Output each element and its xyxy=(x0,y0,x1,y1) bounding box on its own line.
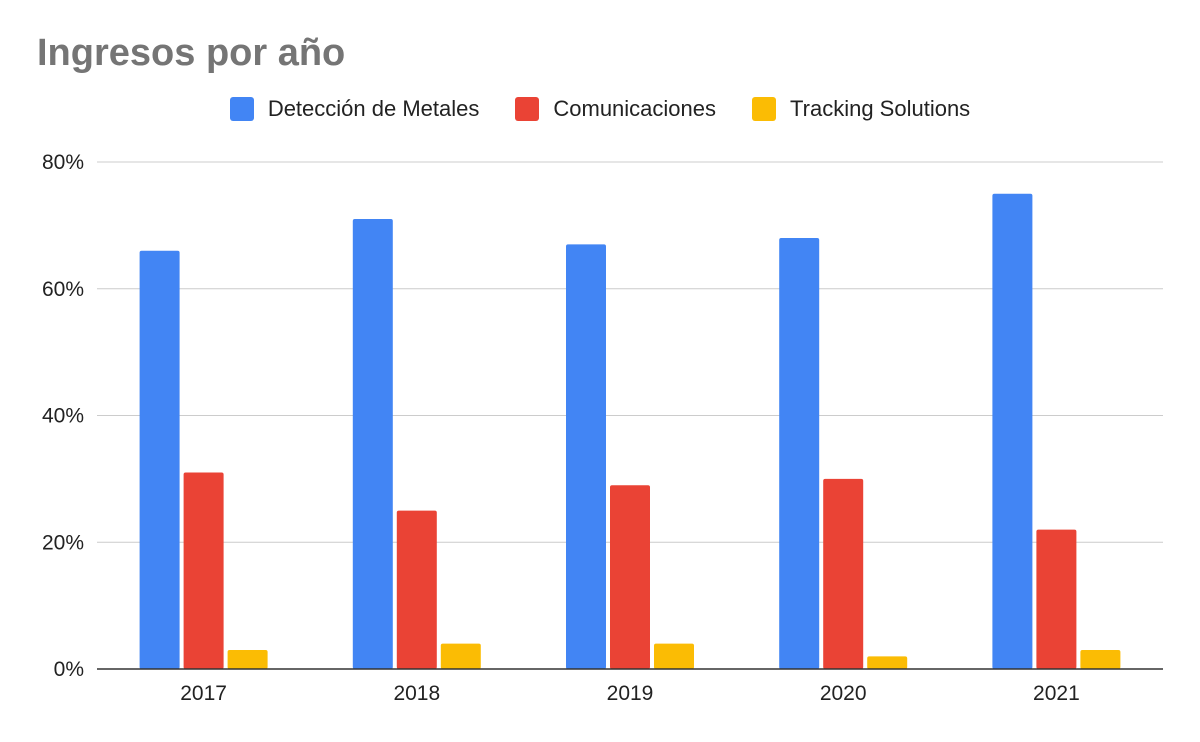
legend-swatch-tracking-solutions xyxy=(752,97,777,121)
legend-swatch-comunicaciones xyxy=(515,97,540,121)
legend-label-deteccion-de-metales: Detección de Metales xyxy=(267,96,480,121)
legend-swatch-deteccion-de-metales xyxy=(229,97,254,121)
bar-tracking-solutions-2021 xyxy=(1080,649,1121,669)
x-tick-label-2018: 2018 xyxy=(393,682,440,705)
legend-item-deteccion-de-metales: Detección de Metales xyxy=(229,96,480,122)
legend-item-tracking-solutions: Tracking Solutions xyxy=(752,96,970,122)
bar-tracking-solutions-2018 xyxy=(440,643,481,669)
y-tick-label-40: 40% xyxy=(42,405,84,428)
bar-detecci-n-de-metales-2021 xyxy=(992,193,1033,669)
bar-tracking-solutions-2017 xyxy=(227,649,268,669)
bar-detecci-n-de-metales-2018 xyxy=(352,219,393,669)
bar-comunicaciones-2019 xyxy=(610,485,650,669)
x-tick-label-2017: 2017 xyxy=(180,682,227,705)
bar-detecci-n-de-metales-2019 xyxy=(566,244,606,669)
bar-tracking-solutions-2020 xyxy=(867,656,908,669)
bar-comunicaciones-2021 xyxy=(1036,529,1077,669)
chart-title: Ingresos por año xyxy=(37,32,346,74)
bar-comunicaciones-2020 xyxy=(823,478,864,669)
bar-comunicaciones-2018 xyxy=(396,510,437,669)
bar-detecci-n-de-metales-2020 xyxy=(779,238,820,670)
legend-label-comunicaciones: Comunicaciones xyxy=(553,96,717,121)
bar-tracking-solutions-2019 xyxy=(654,643,694,669)
bar-detecci-n-de-metales-2017 xyxy=(139,250,180,669)
y-tick-label-0: 0% xyxy=(54,658,84,681)
y-tick-label-80: 80% xyxy=(42,151,84,174)
x-tick-label-2021: 2021 xyxy=(1033,682,1080,705)
legend-label-tracking-solutions: Tracking Solutions xyxy=(790,96,971,121)
y-tick-label-20: 20% xyxy=(42,531,84,554)
bar-comunicaciones-2017 xyxy=(183,472,224,669)
x-tick-label-2020: 2020 xyxy=(820,682,867,705)
x-tick-label-2019: 2019 xyxy=(607,682,654,705)
y-tick-label-60: 60% xyxy=(42,278,84,301)
legend: Detección de Metales Comunicaciones Trac… xyxy=(0,96,1200,122)
legend-item-comunicaciones: Comunicaciones xyxy=(515,96,716,122)
